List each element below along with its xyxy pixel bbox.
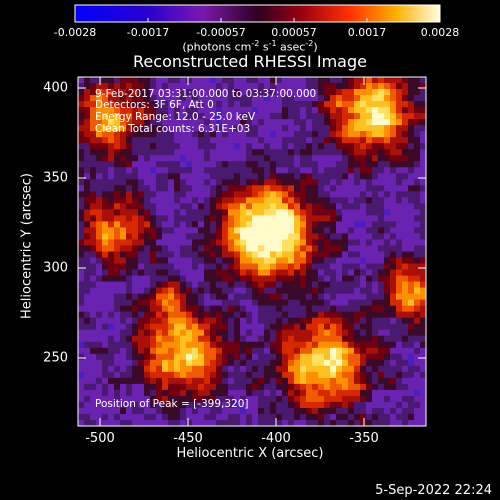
colorbar-units: (photons cm-2 s-1 asec-2) — [182, 39, 318, 54]
y-tick-label: 300 — [43, 260, 68, 276]
colorbar-tick-label: -0.0017 — [126, 26, 170, 39]
info-time-range: 9-Feb-2017 03:31:00.000 to 03:37:00.000 — [95, 88, 317, 100]
y-tick-label: 350 — [43, 170, 68, 186]
plot-title: Reconstructed RHESSI Image — [133, 52, 367, 71]
colorbar-tick-label: -0.00057 — [196, 26, 246, 39]
colorbar-tick-label: -0.0028 — [53, 26, 97, 39]
x-tick-label: -350 — [349, 431, 379, 446]
y-axis-label: Heliocentric Y (arcsec) — [19, 173, 35, 319]
y-tick-label: 250 — [43, 350, 68, 366]
info-energy-range: Energy Range: 12.0 - 25.0 keV — [95, 111, 256, 123]
colorbar — [74, 4, 441, 23]
x-tick-label: -400 — [261, 431, 291, 446]
colorbar-ticks — [74, 18, 441, 22]
axis-ticks — [78, 77, 426, 426]
colorbar-tick-label: 0.0028 — [420, 26, 460, 39]
x-tick-label: -500 — [85, 431, 115, 446]
plot-frame — [77, 76, 427, 427]
footer-timestamp: 5-Sep-2022 22:24 — [375, 483, 492, 498]
rhessi-image — [78, 77, 427, 427]
x-tick-label: -450 — [173, 431, 203, 446]
y-tick-label: 400 — [43, 80, 68, 96]
x-axis-label: Heliocentric X (arcsec) — [176, 446, 324, 461]
peak-position: Position of Peak = [-399,320] — [95, 398, 249, 410]
colorbar-tick-label: 0.00057 — [271, 26, 317, 39]
info-clean-counts: Clean Total counts: 6.31E+03 — [95, 123, 251, 135]
colorbar-tick-label: 0.0017 — [347, 26, 387, 39]
info-detectors: Detectors: 3F 6F, Att 0 — [95, 99, 214, 111]
